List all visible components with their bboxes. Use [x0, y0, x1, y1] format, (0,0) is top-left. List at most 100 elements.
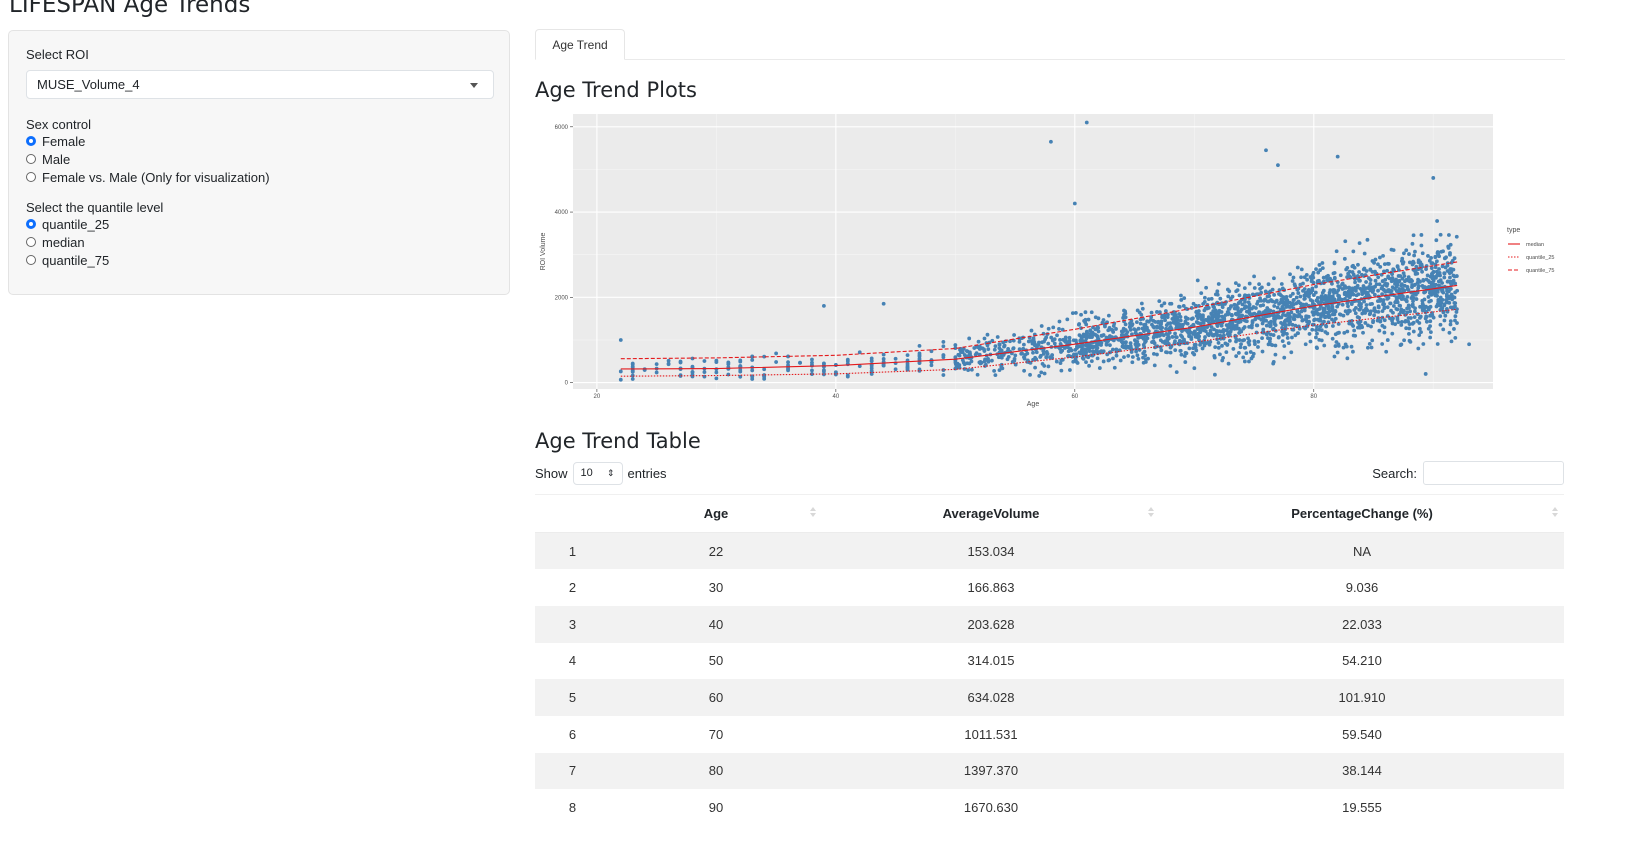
scatter-point — [1442, 318, 1447, 323]
column-header-percentagechange[interactable]: PercentageChange (%) — [1160, 494, 1564, 533]
scatter-point — [953, 355, 958, 360]
scatter-point — [1279, 315, 1284, 320]
cell-percentagechange: 22.033 — [1160, 605, 1564, 643]
column-header-label: AverageVolume — [942, 506, 1040, 521]
column-header-age[interactable]: Age — [610, 494, 822, 533]
scatter-point — [1400, 309, 1405, 313]
tab-age-trend[interactable]: Age Trend — [535, 29, 625, 60]
scatter-point — [822, 369, 826, 374]
scatter-point — [1455, 321, 1459, 325]
scatter-point — [1428, 324, 1432, 329]
scatter-point — [1382, 305, 1387, 310]
scatter-point — [1026, 339, 1031, 344]
scatter-point — [1290, 279, 1295, 283]
sex-radio-male[interactable]: Male — [26, 151, 70, 167]
scatter-point — [1276, 335, 1281, 340]
scatter-point — [1264, 332, 1269, 337]
radio-icon[interactable] — [26, 172, 36, 182]
scatter-point — [1252, 342, 1257, 347]
table-row[interactable]: 2 30 166.863 9.036 — [535, 569, 1564, 606]
scatter-point — [1263, 314, 1268, 319]
scatter-point — [1346, 304, 1350, 309]
scatter-point — [1332, 261, 1337, 266]
scatter-point — [1101, 333, 1106, 337]
x-axis-label: Age — [1027, 401, 1040, 408]
table-row[interactable]: 5 60 634.028 101.910 — [535, 679, 1564, 716]
scatter-point — [857, 350, 862, 355]
quantile-radio-median[interactable]: median — [26, 234, 85, 250]
scatter-point — [1330, 312, 1335, 317]
scatter-point — [1397, 278, 1402, 283]
scatter-point — [1352, 328, 1357, 333]
table-row[interactable]: 8 90 1670.630 19.555 — [535, 789, 1564, 826]
scatter-point — [1330, 308, 1335, 313]
column-header-index[interactable] — [535, 494, 610, 533]
table-row[interactable]: 6 70 1011.531 59.540 — [535, 716, 1564, 753]
scatter-point — [1088, 344, 1093, 349]
scatter-point — [1285, 332, 1289, 336]
table-row[interactable]: 1 22 153.034 NA — [535, 532, 1564, 570]
scatter-point — [1368, 278, 1373, 282]
scatter-point — [1361, 330, 1365, 335]
scatter-point — [1406, 275, 1411, 280]
scatter-point — [690, 364, 695, 369]
scatter-point — [1359, 272, 1364, 277]
scatter-point — [1229, 327, 1234, 332]
scatter-point — [1384, 349, 1389, 354]
scatter-point — [1313, 290, 1318, 295]
scatter-point — [1274, 299, 1278, 304]
scatter-point — [1343, 297, 1347, 301]
radio-icon[interactable] — [26, 154, 36, 164]
scatter-point — [1331, 324, 1335, 328]
search-input[interactable] — [1423, 461, 1564, 485]
scatter-point — [1414, 264, 1419, 269]
scatter-point — [1261, 310, 1266, 315]
sex-radio-female-vs-male[interactable]: Female vs. Male (Only for visualization) — [26, 169, 270, 185]
scatter-point — [1112, 365, 1117, 370]
sex-control-label: Sex control — [26, 117, 92, 132]
radio-label: quantile_25 — [42, 216, 110, 232]
scatter-point — [1021, 346, 1026, 351]
scatter-point — [1058, 338, 1062, 342]
scatter-point — [1063, 335, 1068, 340]
radio-icon[interactable] — [26, 136, 36, 146]
scatter-point — [1420, 251, 1425, 256]
scatter-point — [1396, 274, 1401, 278]
scatter-point — [1241, 355, 1246, 360]
scatter-point — [618, 377, 623, 382]
scatter-point — [1453, 335, 1458, 340]
cell-percentagechange: 19.555 — [1342, 800, 1382, 816]
scatter-point — [1218, 333, 1223, 338]
table-row[interactable]: 4 50 314.015 54.210 — [535, 643, 1564, 680]
scatter-point — [1340, 302, 1345, 307]
scatter-point — [1290, 322, 1295, 327]
roi-select[interactable]: MUSE_Volume_4 — [26, 70, 494, 99]
quantile-radio-25[interactable]: quantile_25 — [26, 216, 109, 232]
scatter-point — [1244, 319, 1249, 324]
scatter-point — [1444, 297, 1449, 302]
scatter-point — [1363, 321, 1368, 325]
scatter-point — [1280, 300, 1285, 305]
radio-icon[interactable] — [26, 219, 36, 229]
scatter-point — [1387, 276, 1392, 281]
scatter-point — [1362, 251, 1367, 256]
scatter-point — [1165, 315, 1170, 320]
table-row[interactable]: 3 40 203.628 22.033 — [535, 605, 1564, 643]
column-header-averagevolume[interactable]: AverageVolume — [822, 494, 1160, 533]
scatter-point — [857, 364, 862, 369]
scatter-point — [1041, 351, 1046, 356]
scatter-point — [1258, 286, 1263, 291]
entries-length-select[interactable]: 10 ⇕ — [572, 462, 623, 485]
scatter-point — [1317, 307, 1322, 311]
radio-icon[interactable] — [26, 255, 36, 265]
scatter-point — [1324, 323, 1328, 328]
scatter-point — [1350, 322, 1354, 327]
radio-icon[interactable] — [26, 237, 36, 247]
scatter-point — [1183, 360, 1188, 364]
quantile-radio-75[interactable]: quantile_75 — [26, 252, 109, 268]
table-row[interactable]: 7 80 1397.370 38.144 — [535, 752, 1564, 790]
sex-radio-female[interactable]: Female — [26, 133, 85, 149]
scatter-point — [1247, 359, 1251, 364]
scatter-point — [1400, 276, 1405, 281]
scatter-point — [630, 364, 635, 369]
